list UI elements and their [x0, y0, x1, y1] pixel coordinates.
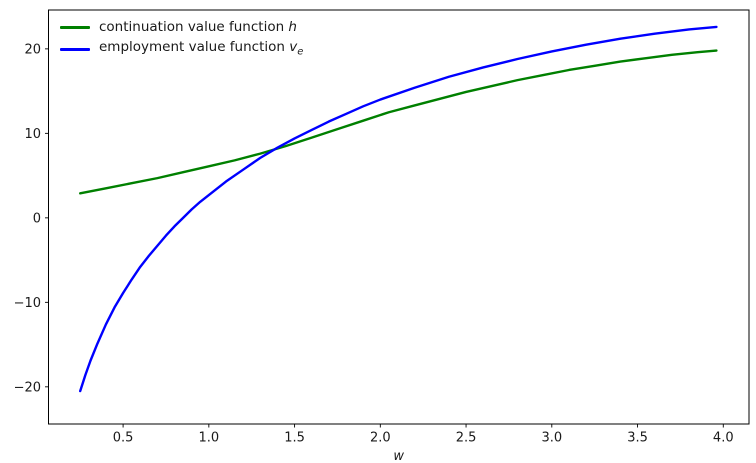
y-tick-label: −10	[14, 296, 41, 311]
legend-label: continuation value function h	[99, 19, 297, 36]
legend-label-text: employment value function	[99, 38, 290, 55]
axes-frame	[48, 9, 750, 425]
continuation-value-curve	[79, 49, 718, 195]
x-tick-label: 3.5	[627, 431, 648, 446]
x-tick-label: 4.0	[713, 431, 734, 446]
y-tick-label: 10	[24, 127, 41, 142]
employment-value-curve	[79, 25, 718, 393]
x-tick-label: 1.0	[198, 431, 219, 446]
x-axis-label: w	[393, 449, 404, 463]
legend-line-swatch-green	[60, 26, 90, 29]
x-tick-label: 3.0	[541, 431, 562, 446]
legend: continuation value function h employment…	[60, 19, 303, 58]
y-tick-label: 0	[33, 211, 41, 226]
legend-label-text: continuation value function	[99, 19, 289, 35]
legend-label-subscript: e	[297, 46, 304, 58]
legend-label-math: h	[288, 19, 297, 35]
x-tick-label: 1.5	[284, 431, 305, 446]
x-tick-label: 2.0	[370, 431, 391, 446]
legend-entry-employment-value: employment value function ve	[60, 39, 303, 61]
legend-label: employment value function ve	[99, 39, 303, 61]
x-tick-label: 2.5	[456, 431, 477, 446]
y-tick-label: 20	[24, 42, 41, 57]
legend-label-math: v	[289, 38, 298, 55]
legend-line-swatch-blue	[60, 48, 90, 51]
x-tick-label: 0.5	[113, 431, 134, 446]
legend-entry-continuation-value: continuation value function h	[60, 19, 303, 36]
y-tick-label: −20	[14, 380, 41, 395]
